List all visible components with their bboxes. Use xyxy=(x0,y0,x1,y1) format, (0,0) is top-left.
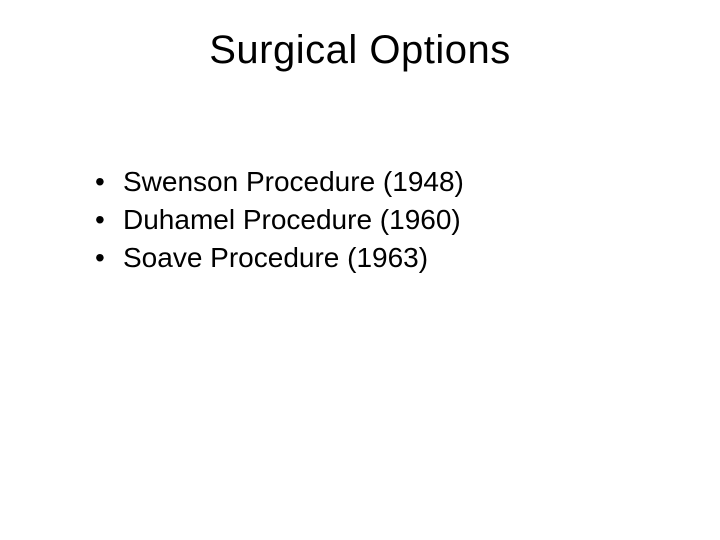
bullet-list: Swenson Procedure (1948) Duhamel Procedu… xyxy=(60,163,660,276)
bullet-item: Duhamel Procedure (1960) xyxy=(95,201,660,239)
slide-title: Surgical Options xyxy=(60,28,660,73)
bullet-item: Swenson Procedure (1948) xyxy=(95,163,660,201)
slide-container: Surgical Options Swenson Procedure (1948… xyxy=(0,0,720,540)
bullet-item: Soave Procedure (1963) xyxy=(95,239,660,277)
